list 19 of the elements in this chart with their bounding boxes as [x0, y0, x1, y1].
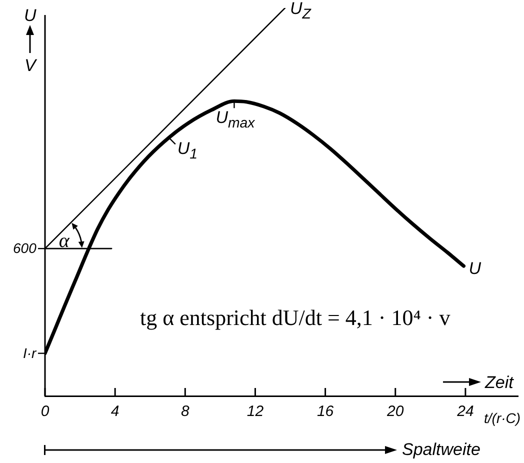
series-label: U$_{Z}$: [290, 0, 311, 22]
annotation: tg α entspricht dU/dt = 4,1 · 10⁴ · v: [140, 305, 450, 330]
x-tick-label: 12: [246, 403, 264, 420]
x-axis-title: t/(r·C): [484, 410, 521, 426]
x-tick-label: 4: [110, 403, 120, 420]
annotation: I·r: [23, 344, 36, 362]
x-tick-label: 24: [456, 403, 474, 420]
annotation: Zeit: [485, 372, 514, 392]
x-tick-label: 8: [180, 403, 190, 420]
annotation: U$_{1}$: [177, 138, 198, 163]
text: Spaltweite: [402, 440, 480, 460]
x-tick-label: 16: [316, 403, 334, 420]
annotation: 600: [13, 240, 36, 256]
x-tick-label: 0: [40, 403, 50, 420]
annotation: α: [58, 230, 70, 252]
series-label: U: [468, 258, 481, 278]
x-tick-label: 20: [386, 403, 404, 420]
text: U V: [24, 6, 36, 74]
annotation: U$_{max}$: [216, 108, 255, 132]
